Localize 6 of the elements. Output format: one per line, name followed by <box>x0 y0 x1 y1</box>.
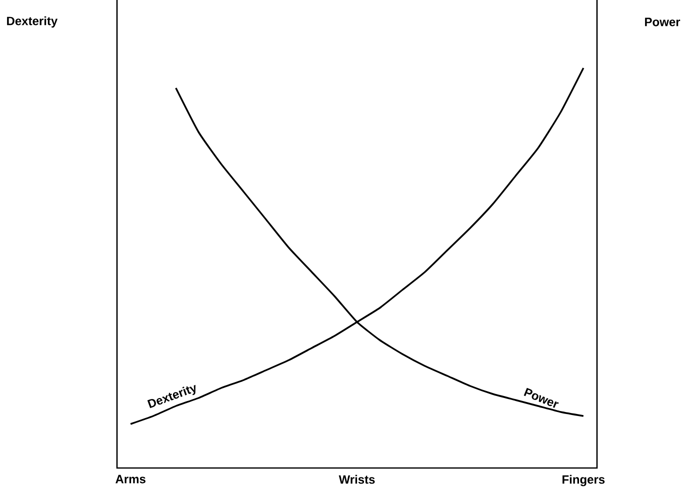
text: Power <box>524 388 559 408</box>
x-tick-label: Wrists <box>338 474 375 484</box>
x-tick-label: Arms <box>116 474 146 484</box>
text: Dexterity <box>7 16 58 28</box>
x-tick-label: Fingers <box>562 474 605 486</box>
text: Power <box>645 18 680 26</box>
